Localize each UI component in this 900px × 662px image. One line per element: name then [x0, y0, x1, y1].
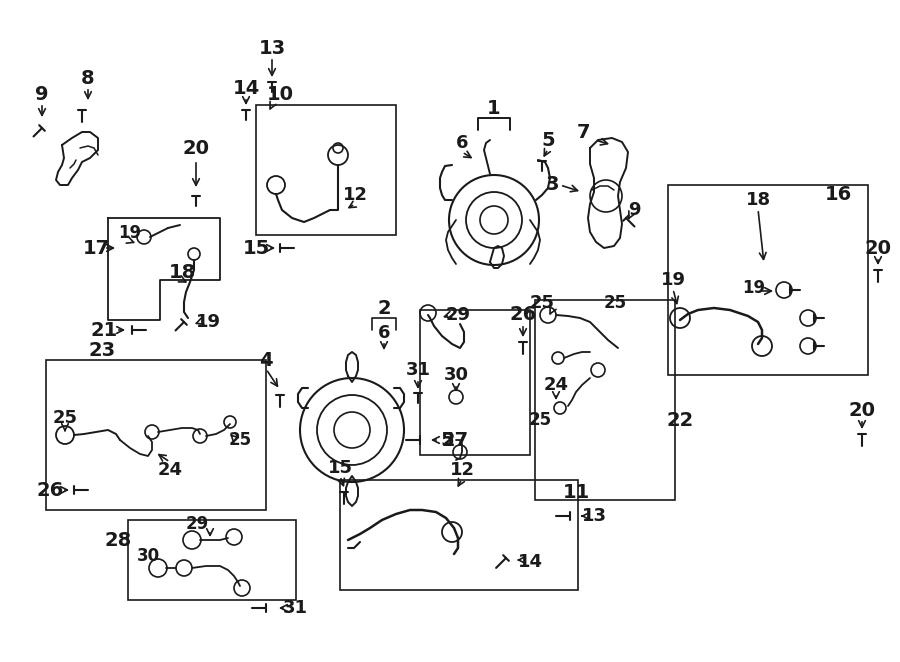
Text: 30: 30 — [137, 547, 159, 565]
Text: 11: 11 — [562, 483, 590, 502]
Bar — [128, 520, 296, 600]
Text: 24: 24 — [158, 461, 183, 479]
Text: 27: 27 — [441, 430, 469, 449]
Bar — [46, 360, 266, 510]
Text: 12: 12 — [343, 186, 367, 204]
Text: 25: 25 — [528, 411, 552, 429]
Text: 5: 5 — [541, 130, 554, 150]
Text: 22: 22 — [666, 410, 694, 430]
Text: 18: 18 — [745, 191, 770, 209]
Text: 29: 29 — [446, 306, 471, 324]
Text: 16: 16 — [824, 185, 851, 205]
Text: 31: 31 — [283, 599, 308, 617]
Text: 20: 20 — [183, 138, 210, 158]
Text: 23: 23 — [88, 340, 115, 359]
Text: 15: 15 — [242, 238, 270, 258]
Text: 14: 14 — [232, 79, 259, 97]
Text: 25: 25 — [529, 294, 554, 312]
Text: 14: 14 — [518, 553, 543, 571]
Text: 25: 25 — [229, 431, 252, 449]
Text: 19: 19 — [195, 313, 220, 331]
Text: 19: 19 — [119, 224, 141, 242]
Text: 7: 7 — [577, 122, 590, 142]
Text: 20: 20 — [865, 238, 892, 258]
Text: 13: 13 — [581, 507, 607, 525]
Text: 25: 25 — [603, 294, 626, 312]
Text: 26: 26 — [509, 305, 536, 324]
Text: 9: 9 — [35, 85, 49, 105]
Text: 19: 19 — [742, 279, 766, 297]
Text: 28: 28 — [104, 530, 131, 549]
Text: 24: 24 — [544, 376, 569, 394]
Bar — [420, 310, 530, 455]
Bar — [340, 480, 578, 590]
Text: 9: 9 — [628, 201, 640, 219]
Text: 21: 21 — [90, 320, 118, 340]
Text: 18: 18 — [168, 263, 195, 281]
Text: 4: 4 — [259, 350, 273, 369]
Text: 3: 3 — [545, 175, 559, 195]
Text: 15: 15 — [328, 459, 353, 477]
Text: 8: 8 — [81, 68, 94, 87]
Text: 25: 25 — [52, 409, 77, 427]
Text: 5: 5 — [440, 430, 454, 449]
Text: 19: 19 — [661, 271, 686, 289]
Text: 13: 13 — [258, 38, 285, 58]
Text: 17: 17 — [83, 238, 110, 258]
Text: 6: 6 — [378, 324, 391, 342]
Bar — [668, 185, 868, 375]
Text: 1: 1 — [487, 99, 500, 117]
Text: 12: 12 — [449, 461, 474, 479]
Bar — [256, 105, 396, 235]
Text: 2: 2 — [377, 299, 391, 318]
Text: 26: 26 — [36, 481, 64, 500]
Text: 30: 30 — [444, 366, 469, 384]
Bar — [535, 300, 675, 500]
Text: 20: 20 — [849, 401, 876, 420]
Text: 29: 29 — [185, 515, 209, 533]
Text: 10: 10 — [266, 85, 293, 105]
Text: 6: 6 — [455, 134, 468, 152]
Text: 31: 31 — [406, 361, 430, 379]
